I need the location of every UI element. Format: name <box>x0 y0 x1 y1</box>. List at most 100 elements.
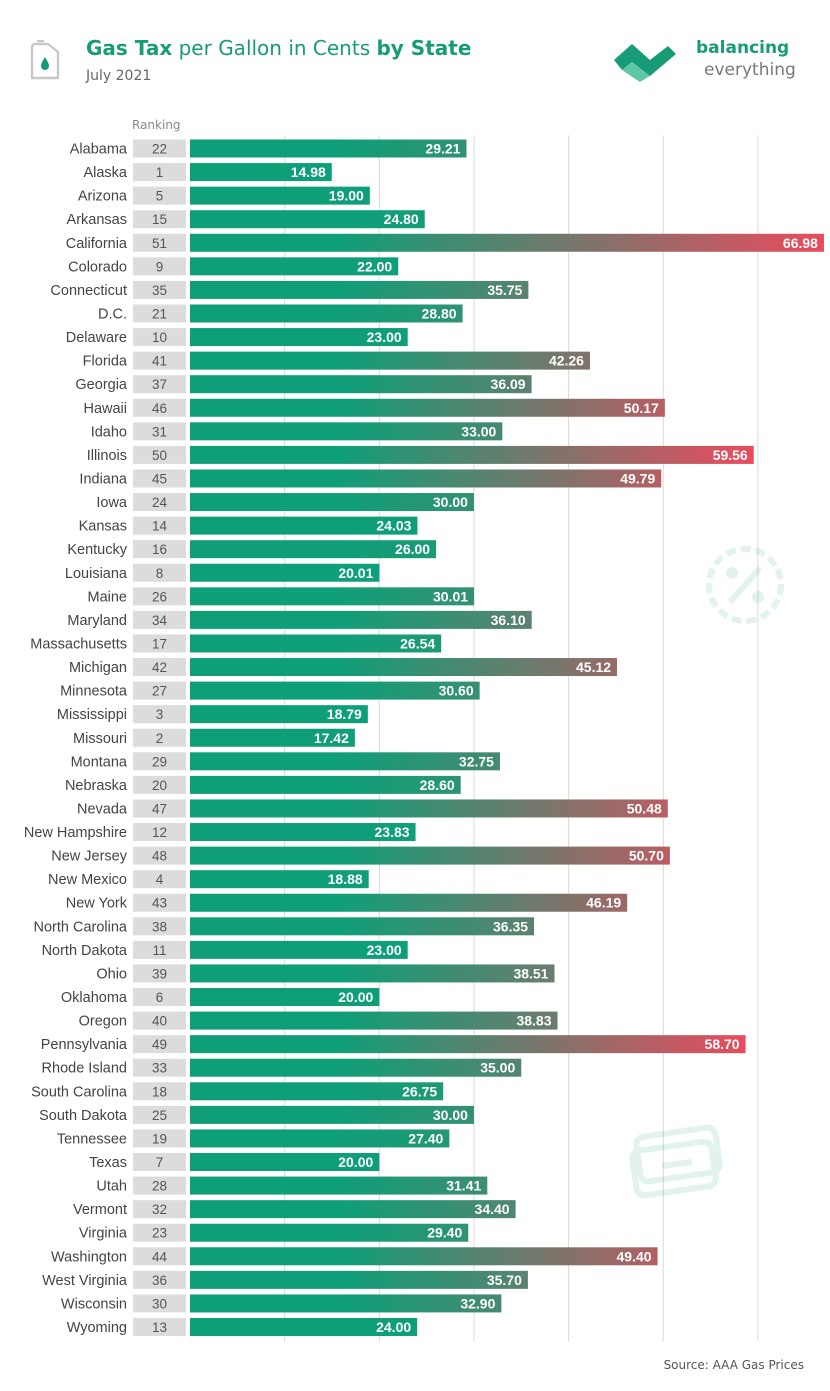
rank-label: 16 <box>152 542 167 557</box>
bar <box>190 304 463 323</box>
rank-box <box>133 1318 186 1336</box>
data-label: 20.00 <box>338 989 373 1005</box>
bar <box>190 1082 444 1101</box>
bar <box>190 799 668 818</box>
rank-box <box>133 304 186 323</box>
rank-label: 22 <box>152 142 167 157</box>
rank-label: 50 <box>152 448 167 463</box>
rank-box <box>133 1270 186 1289</box>
page-title: Gas Tax per Gallon in Cents by State <box>86 36 471 60</box>
rank-label: 44 <box>152 1249 168 1264</box>
state-label: Michigan <box>69 660 127 676</box>
bar <box>190 1200 516 1219</box>
bar <box>190 375 532 394</box>
rank-label: 36 <box>152 1273 167 1288</box>
rank-label: 7 <box>156 1155 164 1170</box>
rank-box <box>133 658 186 677</box>
rank-box <box>133 988 186 1007</box>
rank-box <box>133 563 186 582</box>
state-label: California <box>66 236 128 252</box>
rank-label: 41 <box>152 354 167 369</box>
data-label: 29.21 <box>425 141 460 157</box>
data-label: 26.75 <box>402 1083 437 1099</box>
bar <box>190 516 418 535</box>
rank-box <box>133 445 186 464</box>
state-label: Wyoming <box>67 1320 127 1336</box>
data-label: 23.00 <box>367 329 402 345</box>
rank-box <box>133 799 186 818</box>
rank-box <box>133 1129 186 1148</box>
rank-label: 51 <box>152 236 167 251</box>
state-label: South Carolina <box>31 1084 128 1100</box>
bar <box>190 1270 528 1289</box>
data-label: 17.42 <box>314 730 349 746</box>
data-label: 26.54 <box>400 635 435 651</box>
rank-label: 24 <box>152 495 168 510</box>
rank-label: 38 <box>152 919 167 934</box>
rank-box <box>133 681 186 700</box>
bar <box>190 257 399 276</box>
gas-can-icon <box>30 40 60 80</box>
rank-label: 42 <box>152 660 167 675</box>
state-label: Iowa <box>96 495 128 511</box>
rank-label: 10 <box>152 330 167 345</box>
rank-label: 48 <box>152 849 167 864</box>
title-bold-part: Gas Tax <box>86 36 173 60</box>
rank-box <box>133 940 186 959</box>
data-label: 24.03 <box>376 518 411 534</box>
state-label: Arizona <box>78 189 128 205</box>
rank-box <box>133 1011 186 1030</box>
state-label: Illinois <box>87 448 127 464</box>
bar <box>190 186 370 205</box>
state-label: Alabama <box>70 142 128 158</box>
rank-box <box>133 846 186 865</box>
state-label: Florida <box>83 354 128 370</box>
rank-box <box>133 493 186 512</box>
state-label: Maryland <box>67 613 127 629</box>
rank-box <box>133 1082 186 1101</box>
data-label: 46.19 <box>586 895 621 911</box>
rank-label: 30 <box>152 1296 167 1311</box>
data-label: 42.26 <box>549 353 584 369</box>
data-label: 58.70 <box>705 1036 740 1052</box>
state-label: Utah <box>96 1179 127 1195</box>
bar <box>190 634 442 653</box>
ranking-column-header: Ranking <box>132 118 181 132</box>
rank-box <box>133 1058 186 1077</box>
bar <box>190 705 368 724</box>
data-label: 45.12 <box>576 659 611 675</box>
state-label: Montana <box>71 754 128 770</box>
rank-box <box>133 1035 186 1054</box>
rank-box <box>133 917 186 936</box>
data-label: 27.40 <box>408 1130 443 1146</box>
bar <box>190 1129 450 1148</box>
state-label: Oregon <box>79 1014 127 1030</box>
data-label: 49.79 <box>620 470 655 486</box>
bar <box>190 398 665 417</box>
rank-label: 47 <box>152 801 167 816</box>
state-label: Wisconsin <box>61 1296 127 1312</box>
data-label: 22.00 <box>357 258 392 274</box>
state-label: North Carolina <box>34 919 128 935</box>
bar <box>190 964 555 983</box>
rank-label: 18 <box>152 1084 167 1099</box>
bar <box>190 210 425 229</box>
data-label: 35.75 <box>487 282 522 298</box>
data-label: 28.80 <box>422 305 457 321</box>
state-label: Nevada <box>77 801 128 817</box>
bar <box>190 846 670 865</box>
rank-box <box>133 469 186 488</box>
rank-box <box>133 375 186 394</box>
state-label: Virginia <box>79 1226 128 1242</box>
rank-box <box>133 351 186 370</box>
rank-box <box>133 1294 186 1313</box>
data-label: 66.98 <box>783 235 818 251</box>
state-label: Kansas <box>79 519 127 535</box>
rank-label: 43 <box>152 896 167 911</box>
data-label: 36.35 <box>493 918 528 934</box>
rank-label: 3 <box>156 707 164 722</box>
bar <box>190 587 475 606</box>
rank-box <box>133 163 186 182</box>
header: Gas Tax per Gallon in Cents by State Jul… <box>0 0 830 110</box>
